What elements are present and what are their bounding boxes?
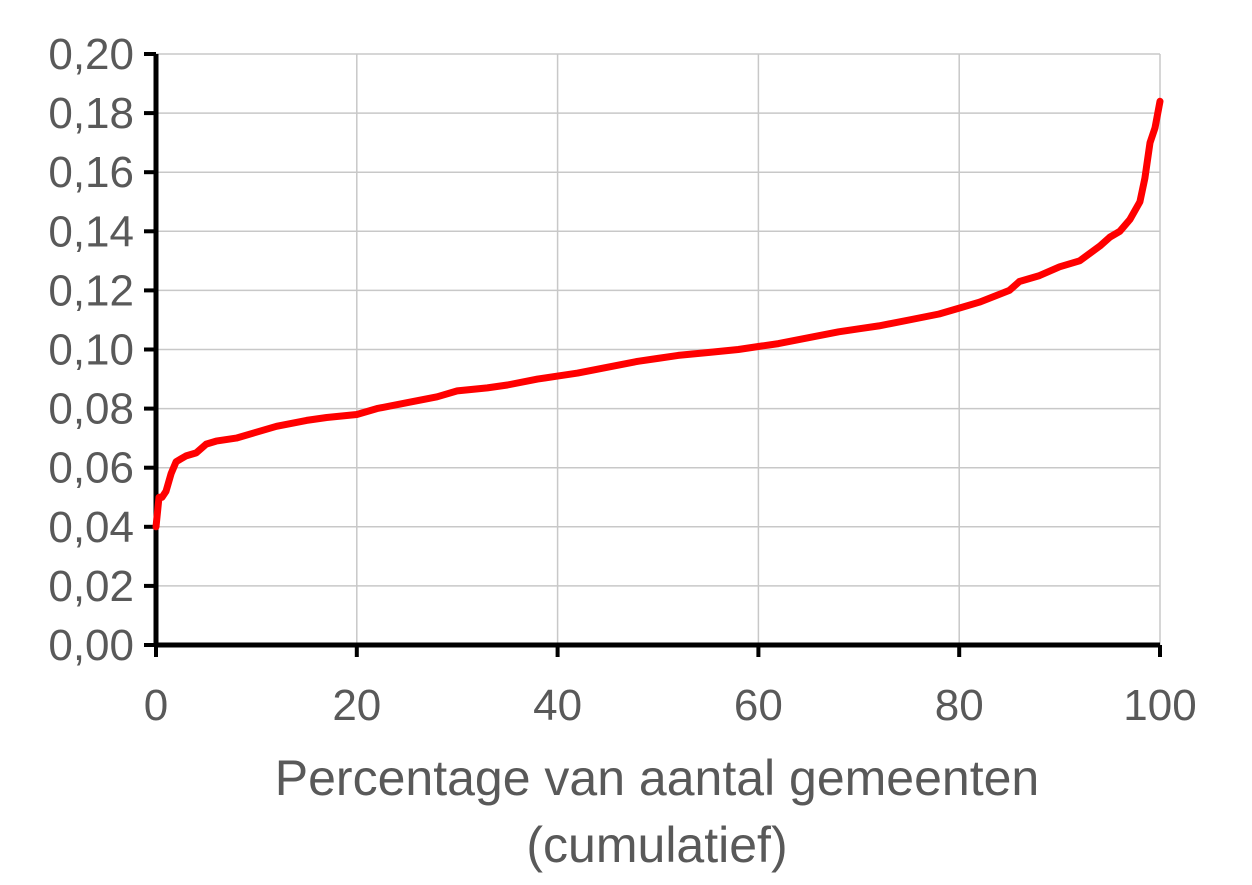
gridlines <box>156 53 1161 645</box>
y-tick-label: 0,04 <box>48 503 134 552</box>
x-tick-label: 100 <box>1123 681 1196 730</box>
y-tick-label: 0,12 <box>48 266 134 315</box>
y-tick-label: 0,06 <box>48 444 134 493</box>
x-tick-labels: 0 20 40 60 80 100 <box>144 681 1197 730</box>
axes <box>144 52 1162 657</box>
y-tick-labels: 0,00 0,02 0,04 0,06 0,08 0,10 0,12 0,14 0,16 0,18… <box>48 30 134 670</box>
y-tick-label: 0,10 <box>48 326 134 375</box>
x-axis-title-line-2: (cumulatief) <box>526 817 787 873</box>
x-tick-label: 40 <box>533 681 582 730</box>
y-tick-label: 0,18 <box>48 89 134 138</box>
y-tick-label: 0,08 <box>48 385 134 434</box>
x-tick-label: 60 <box>734 681 783 730</box>
x-axis-title-line-1: Percentage van aantal gemeenten <box>275 750 1039 806</box>
series-group <box>152 97 1164 531</box>
x-tick-label: 20 <box>332 681 381 730</box>
y-tick-label: 0,20 <box>48 30 134 79</box>
x-tick-label: 0 <box>144 681 168 730</box>
y-tick-label: 0,16 <box>48 148 134 197</box>
y-tick-label: 0,02 <box>48 562 134 611</box>
x-tick-label: 80 <box>935 681 984 730</box>
series-line <box>152 97 1164 531</box>
y-tick-label: 0,14 <box>48 207 134 256</box>
y-tick-label: 0,00 <box>48 621 134 670</box>
